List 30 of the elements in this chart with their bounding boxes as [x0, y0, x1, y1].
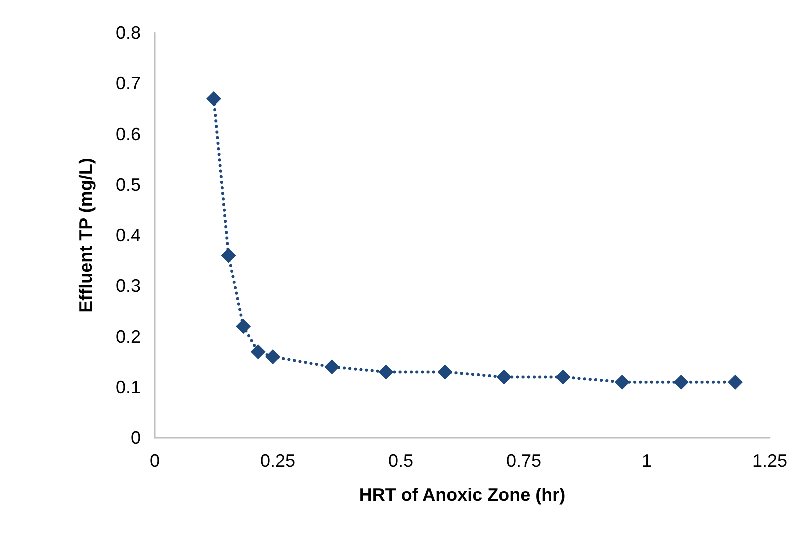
- point: [556, 370, 571, 385]
- point: [236, 319, 252, 334]
- y-tick-label: 0.1: [116, 377, 141, 398]
- y-tick-label: 0.3: [116, 276, 141, 296]
- x-axis-title: HRT of Anoxic Zone (hr): [359, 485, 566, 505]
- x-tick-label: 0.25: [260, 451, 296, 471]
- point: [674, 374, 689, 390]
- y-tick-label: 0.5: [116, 174, 141, 195]
- x-tick-label: 0.75: [506, 451, 542, 471]
- x-tick-label: 1.25: [752, 451, 788, 471]
- y-tick-label: 0.6: [116, 124, 141, 144]
- x-tick-label: 1: [642, 451, 652, 471]
- point: [266, 350, 281, 364]
- point: [250, 344, 266, 360]
- point: [728, 374, 744, 390]
- y-tick-label: 0.7: [116, 74, 141, 94]
- point: [206, 91, 222, 106]
- x-tick-label: 0.5: [388, 451, 414, 471]
- point: [438, 364, 453, 380]
- y-axis-title: Effluent TP (mg/L): [76, 158, 96, 313]
- point: [221, 248, 236, 264]
- point: [324, 360, 340, 375]
- y-tick-label: 0.4: [116, 226, 141, 246]
- y-tick-label: 0: [130, 428, 141, 448]
- y-tick-label: 0.8: [116, 23, 141, 43]
- y-tick-label: 0.2: [116, 326, 141, 347]
- point: [378, 364, 394, 380]
- point: [496, 370, 512, 385]
- x-tick-label: 0: [150, 451, 160, 471]
- point: [614, 374, 630, 390]
